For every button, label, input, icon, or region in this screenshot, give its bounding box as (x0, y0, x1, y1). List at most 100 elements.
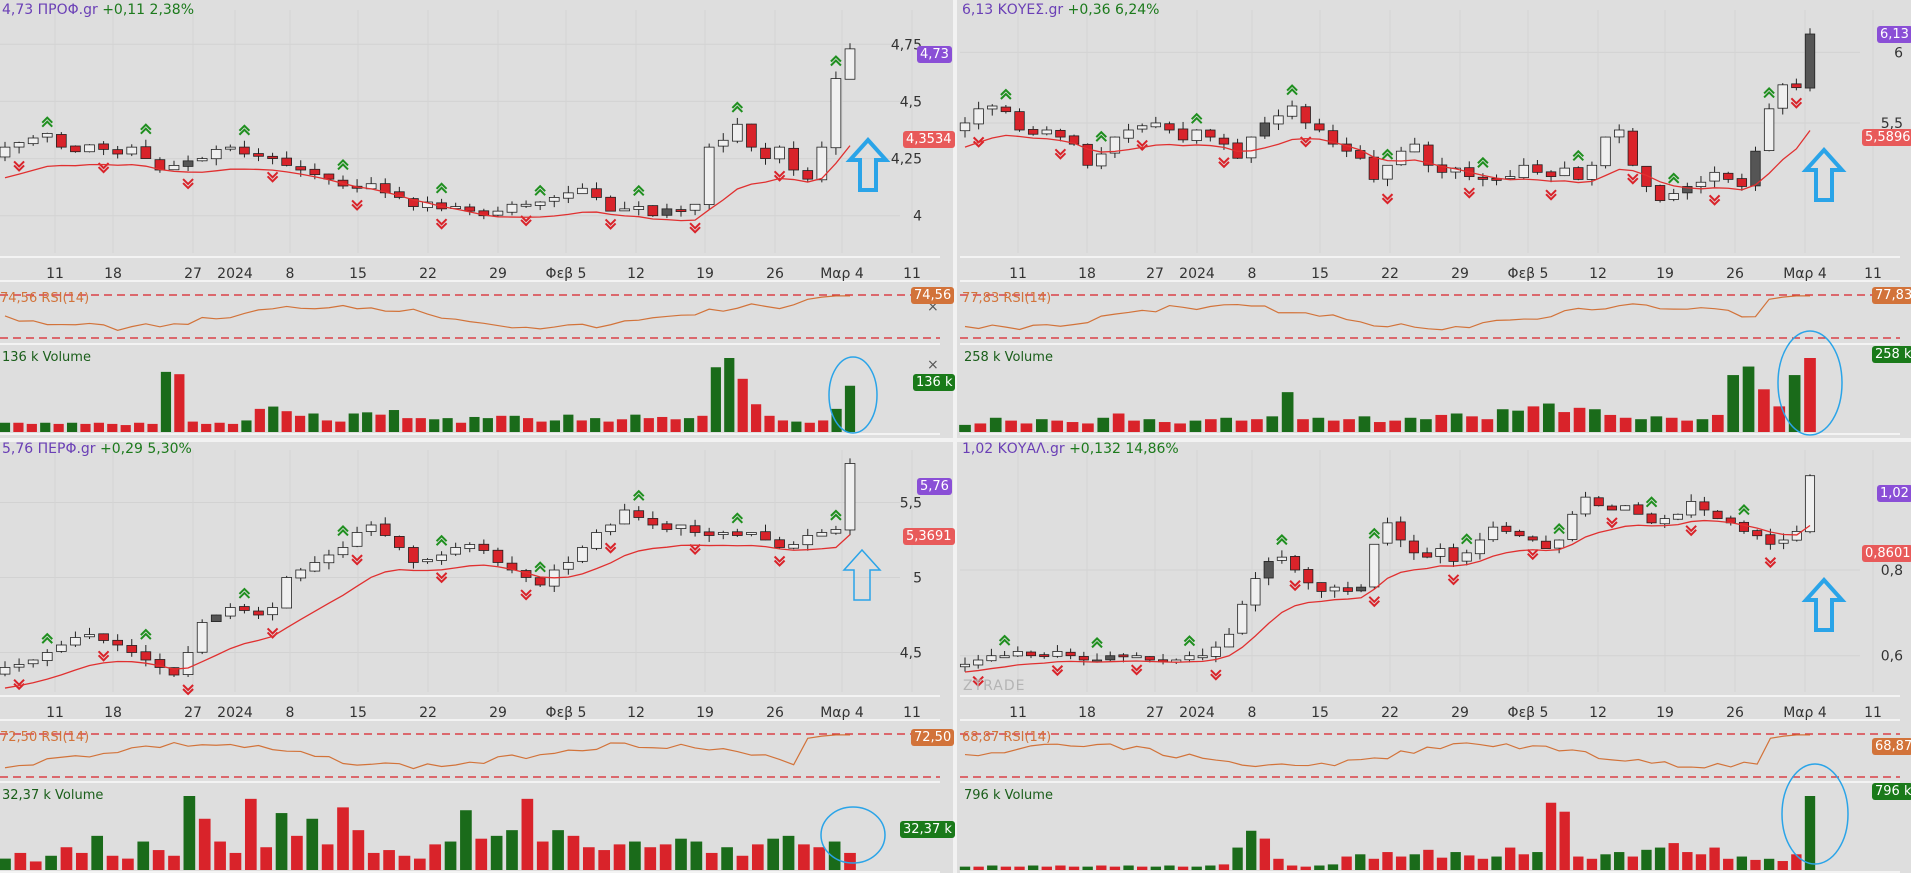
volume-bar (168, 855, 180, 870)
volume-bar (93, 422, 104, 432)
candle (1600, 136, 1611, 167)
volume-bar (1220, 417, 1233, 432)
volume-bar (1327, 420, 1340, 432)
buy-signal-icon (1183, 635, 1196, 647)
candle (84, 634, 95, 638)
volume-bar (1246, 830, 1257, 870)
volume-bar (482, 418, 493, 432)
panel-4-rsi-label[interactable]: 68,87 RSI(14) (962, 730, 1052, 745)
panel-1-rsi-label[interactable]: 74,56 RSI(14) (0, 291, 90, 306)
volume-bar (308, 413, 319, 432)
candle (1436, 164, 1448, 173)
candle (986, 655, 997, 662)
candle (1633, 504, 1644, 515)
candle (1409, 143, 1420, 153)
y-tick-label: 6 (1894, 45, 1903, 61)
moving-average-line (964, 130, 1811, 191)
volume-bar (29, 861, 42, 870)
volume-bar (1051, 420, 1064, 432)
candle (1518, 164, 1529, 179)
candle (182, 160, 194, 167)
volume-bar (959, 866, 971, 870)
volume-bar (798, 844, 810, 870)
panel-4-change: +0,132 14,86% (1069, 441, 1179, 457)
volume-bar (1788, 375, 1801, 432)
candle (1164, 123, 1175, 131)
candle (1123, 129, 1134, 139)
volume-bar (1341, 856, 1352, 870)
volume-bar (804, 422, 815, 432)
candle (1150, 122, 1161, 128)
candle (464, 206, 476, 212)
panel-4-volume-tag: 796 k (1872, 783, 1911, 800)
candle (816, 532, 828, 537)
candle (717, 532, 729, 535)
candle (1025, 651, 1037, 657)
volume-bar (598, 850, 611, 870)
panel-2-rsi-label[interactable]: 77,83 RSI(14) (962, 291, 1052, 306)
volume-bar (831, 408, 842, 432)
sell-signal-icon (13, 678, 25, 691)
sell-signal-icon (773, 170, 786, 182)
moving-average-line (4, 145, 851, 222)
buy-signal-icon (1461, 533, 1473, 545)
volume-bar (563, 414, 574, 432)
buy-signal-icon (1095, 130, 1107, 142)
rsi-close-icon[interactable]: × (927, 299, 939, 315)
candle (492, 549, 504, 563)
candle (1723, 172, 1734, 180)
panel-4-volume-label[interactable]: 796 k Volume (964, 788, 1053, 803)
candle (0, 667, 11, 675)
panel-1-volume-label[interactable]: 136 k Volume (2, 350, 91, 365)
volume-close-icon[interactable]: × (927, 357, 939, 373)
candle (1738, 521, 1750, 532)
x-tick-label: 11 (1009, 266, 1027, 282)
volume-bar (683, 418, 695, 432)
volume-bar (643, 418, 654, 432)
panel-3-symbol[interactable]: 5,76 ΠΕΡΦ.gr (2, 441, 96, 457)
candle (619, 509, 630, 525)
volume-bar (1750, 859, 1761, 870)
sell-signal-icon (1289, 580, 1301, 592)
candle (239, 146, 250, 155)
volume-bar (1512, 410, 1524, 432)
volume-bar (670, 419, 681, 432)
candle (112, 149, 123, 155)
buy-signal-icon (998, 634, 1011, 646)
volume-bar (1635, 419, 1647, 432)
volume-bar (777, 420, 789, 432)
candle (732, 531, 743, 536)
x-tick-label: 18 (1078, 266, 1096, 282)
candle (1197, 655, 1208, 659)
candle (478, 543, 490, 551)
volume-bar (413, 858, 426, 870)
sell-signal-icon (1054, 148, 1067, 160)
x-tick-label: 29 (1451, 705, 1469, 721)
y-tick-label: 5,5 (1881, 116, 1903, 132)
panel-3-rsi-label[interactable]: 72,50 RSI(14) (0, 730, 90, 745)
panel-4-symbol[interactable]: 1,02 ΚΟΥΑΛ.gr (962, 441, 1065, 457)
panel-1-ma-tag: 4,3534 (903, 131, 955, 148)
sell-signal-icon (972, 675, 984, 688)
buy-signal-icon (731, 512, 744, 524)
volume-bar (552, 830, 564, 870)
volume-bar (1668, 843, 1679, 870)
candle (1435, 548, 1446, 557)
buy-signal-icon (1368, 527, 1381, 539)
candle (1501, 525, 1512, 532)
candle (1368, 156, 1380, 180)
y-tick-label: 0,6 (1881, 649, 1903, 665)
candle (1144, 656, 1155, 661)
buy-signal-icon (1381, 148, 1394, 160)
volume-bar (260, 847, 273, 870)
y-tick-label: 0,8 (1881, 563, 1903, 579)
buy-signal-icon (337, 159, 349, 171)
panel-1-symbol[interactable]: 4,73 ΠΡΟΦ.gr (2, 2, 98, 18)
panel-3-volume-label[interactable]: 32,37 k Volume (2, 788, 104, 803)
panel-2-symbol[interactable]: 6,13 ΚΟΥΕΣ.gr (962, 2, 1064, 18)
panel-2-volume-label[interactable]: 258 k Volume (964, 350, 1053, 365)
panel-1-rsi-tag: 74,56 (911, 287, 955, 304)
volume-bar (1097, 417, 1110, 432)
candle (1686, 501, 1697, 516)
